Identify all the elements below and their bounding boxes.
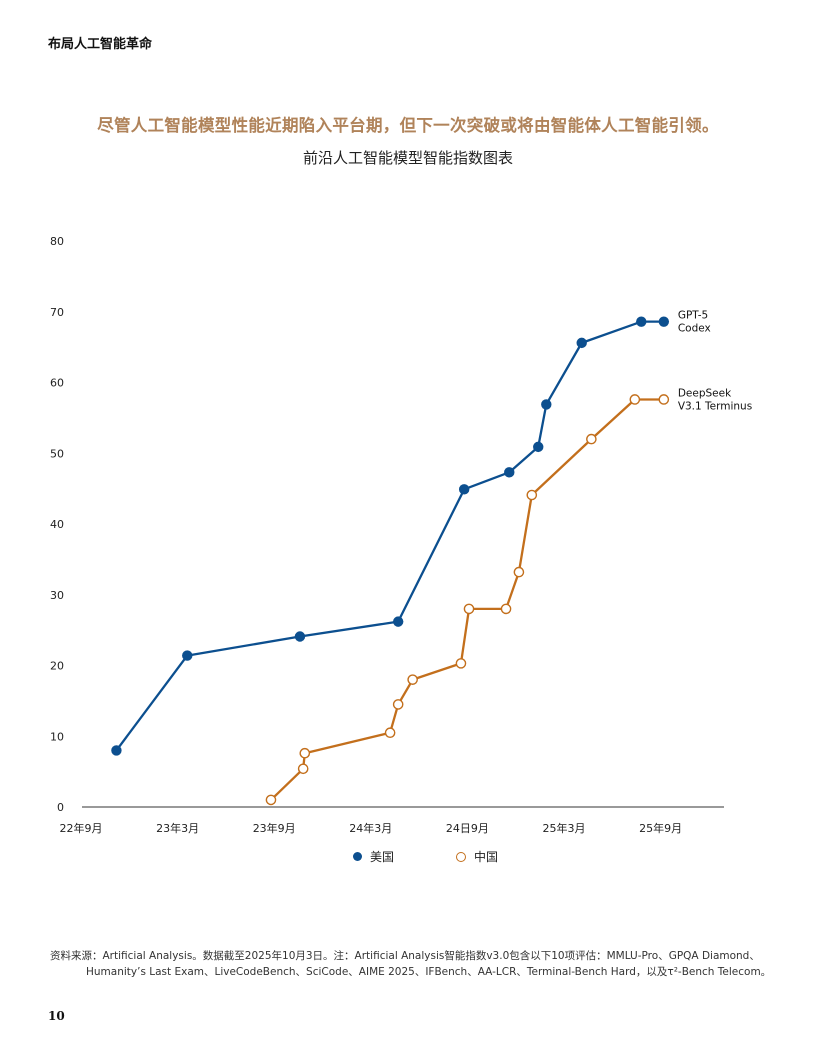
legend-label-usa: 美国	[370, 850, 395, 864]
legend-swatch-usa	[353, 852, 362, 861]
running-header: 布局人工智能革命	[48, 37, 153, 52]
y-tick-label: 10	[50, 730, 64, 743]
y-tick-label: 30	[50, 589, 64, 602]
data-point	[299, 747, 311, 759]
source-note: 资料来源：Artificial Analysis。数据截至2025年10月3日。…	[50, 948, 780, 980]
data-point	[392, 616, 404, 627]
data-point	[636, 316, 647, 327]
data-point	[629, 394, 641, 405]
series-end-label: DeepSeek	[678, 387, 732, 399]
x-tick-label: 24年3月	[349, 821, 392, 835]
data-point	[458, 484, 470, 495]
y-tick-label: 0	[57, 801, 64, 814]
data-point	[111, 745, 122, 756]
series-end-label: V3.1 Terminus	[678, 400, 752, 412]
y-tick-label: 20	[50, 660, 64, 673]
data-point	[407, 674, 418, 685]
data-point	[500, 603, 512, 615]
data-point	[182, 650, 193, 661]
data-point	[576, 337, 587, 349]
data-point	[392, 699, 404, 710]
series-end-label: Codex	[678, 323, 711, 335]
x-tick-label: 25年3月	[543, 821, 586, 835]
data-point	[455, 658, 467, 669]
series-end-label: GPT-5	[678, 310, 708, 322]
data-point	[384, 727, 396, 739]
data-point	[541, 399, 552, 410]
x-tick-label: 22年9月	[60, 821, 103, 835]
source-line-1: 资料来源：Artificial Analysis。数据截至2025年10月3日。…	[50, 950, 760, 962]
y-tick-label: 40	[50, 518, 64, 531]
y-tick-label: 60	[50, 377, 64, 390]
y-tick-label: 70	[50, 306, 64, 319]
legend-label-china: 中国	[474, 850, 499, 864]
x-tick-label: 23年3月	[156, 821, 199, 835]
x-tick-label: 23年9月	[253, 821, 296, 835]
data-point	[586, 433, 597, 445]
x-tick-label: 25年9月	[639, 821, 682, 835]
series-line-1	[269, 398, 665, 802]
data-point	[526, 489, 538, 501]
data-point	[658, 394, 670, 405]
legend-item-usa: 美国	[353, 848, 394, 865]
source-line-2: Humanity’s Last Exam、LiveCodeBench、SciCo…	[86, 966, 772, 978]
data-point	[265, 794, 277, 806]
line-chart: 0 10 20 30 40 50 60 70 80 22年9月 23年3月 23年9月 24年3月 24日…	[50, 235, 752, 835]
data-point	[504, 467, 515, 478]
headline: 尽管人工智能模型性能近期陷入平台期，但下一次突破或将由智能体人工智能引领。	[97, 116, 719, 135]
y-tick-label: 50	[50, 447, 64, 460]
data-point	[297, 763, 309, 775]
chart-title: 前沿人工智能模型智能指数图表	[302, 149, 513, 167]
series-line-0	[115, 320, 665, 752]
data-point	[463, 603, 475, 615]
x-tick-label: 24日9月	[446, 822, 489, 835]
data-point	[658, 316, 670, 327]
data-point	[513, 566, 525, 578]
chart-legend: 美国 中国	[353, 848, 560, 865]
legend-item-china: 中国	[456, 848, 498, 865]
data-point	[533, 441, 544, 453]
data-point	[294, 631, 306, 642]
legend-swatch-china	[456, 851, 467, 862]
y-tick-label: 80	[50, 235, 64, 248]
page-number: 10	[48, 1009, 65, 1023]
